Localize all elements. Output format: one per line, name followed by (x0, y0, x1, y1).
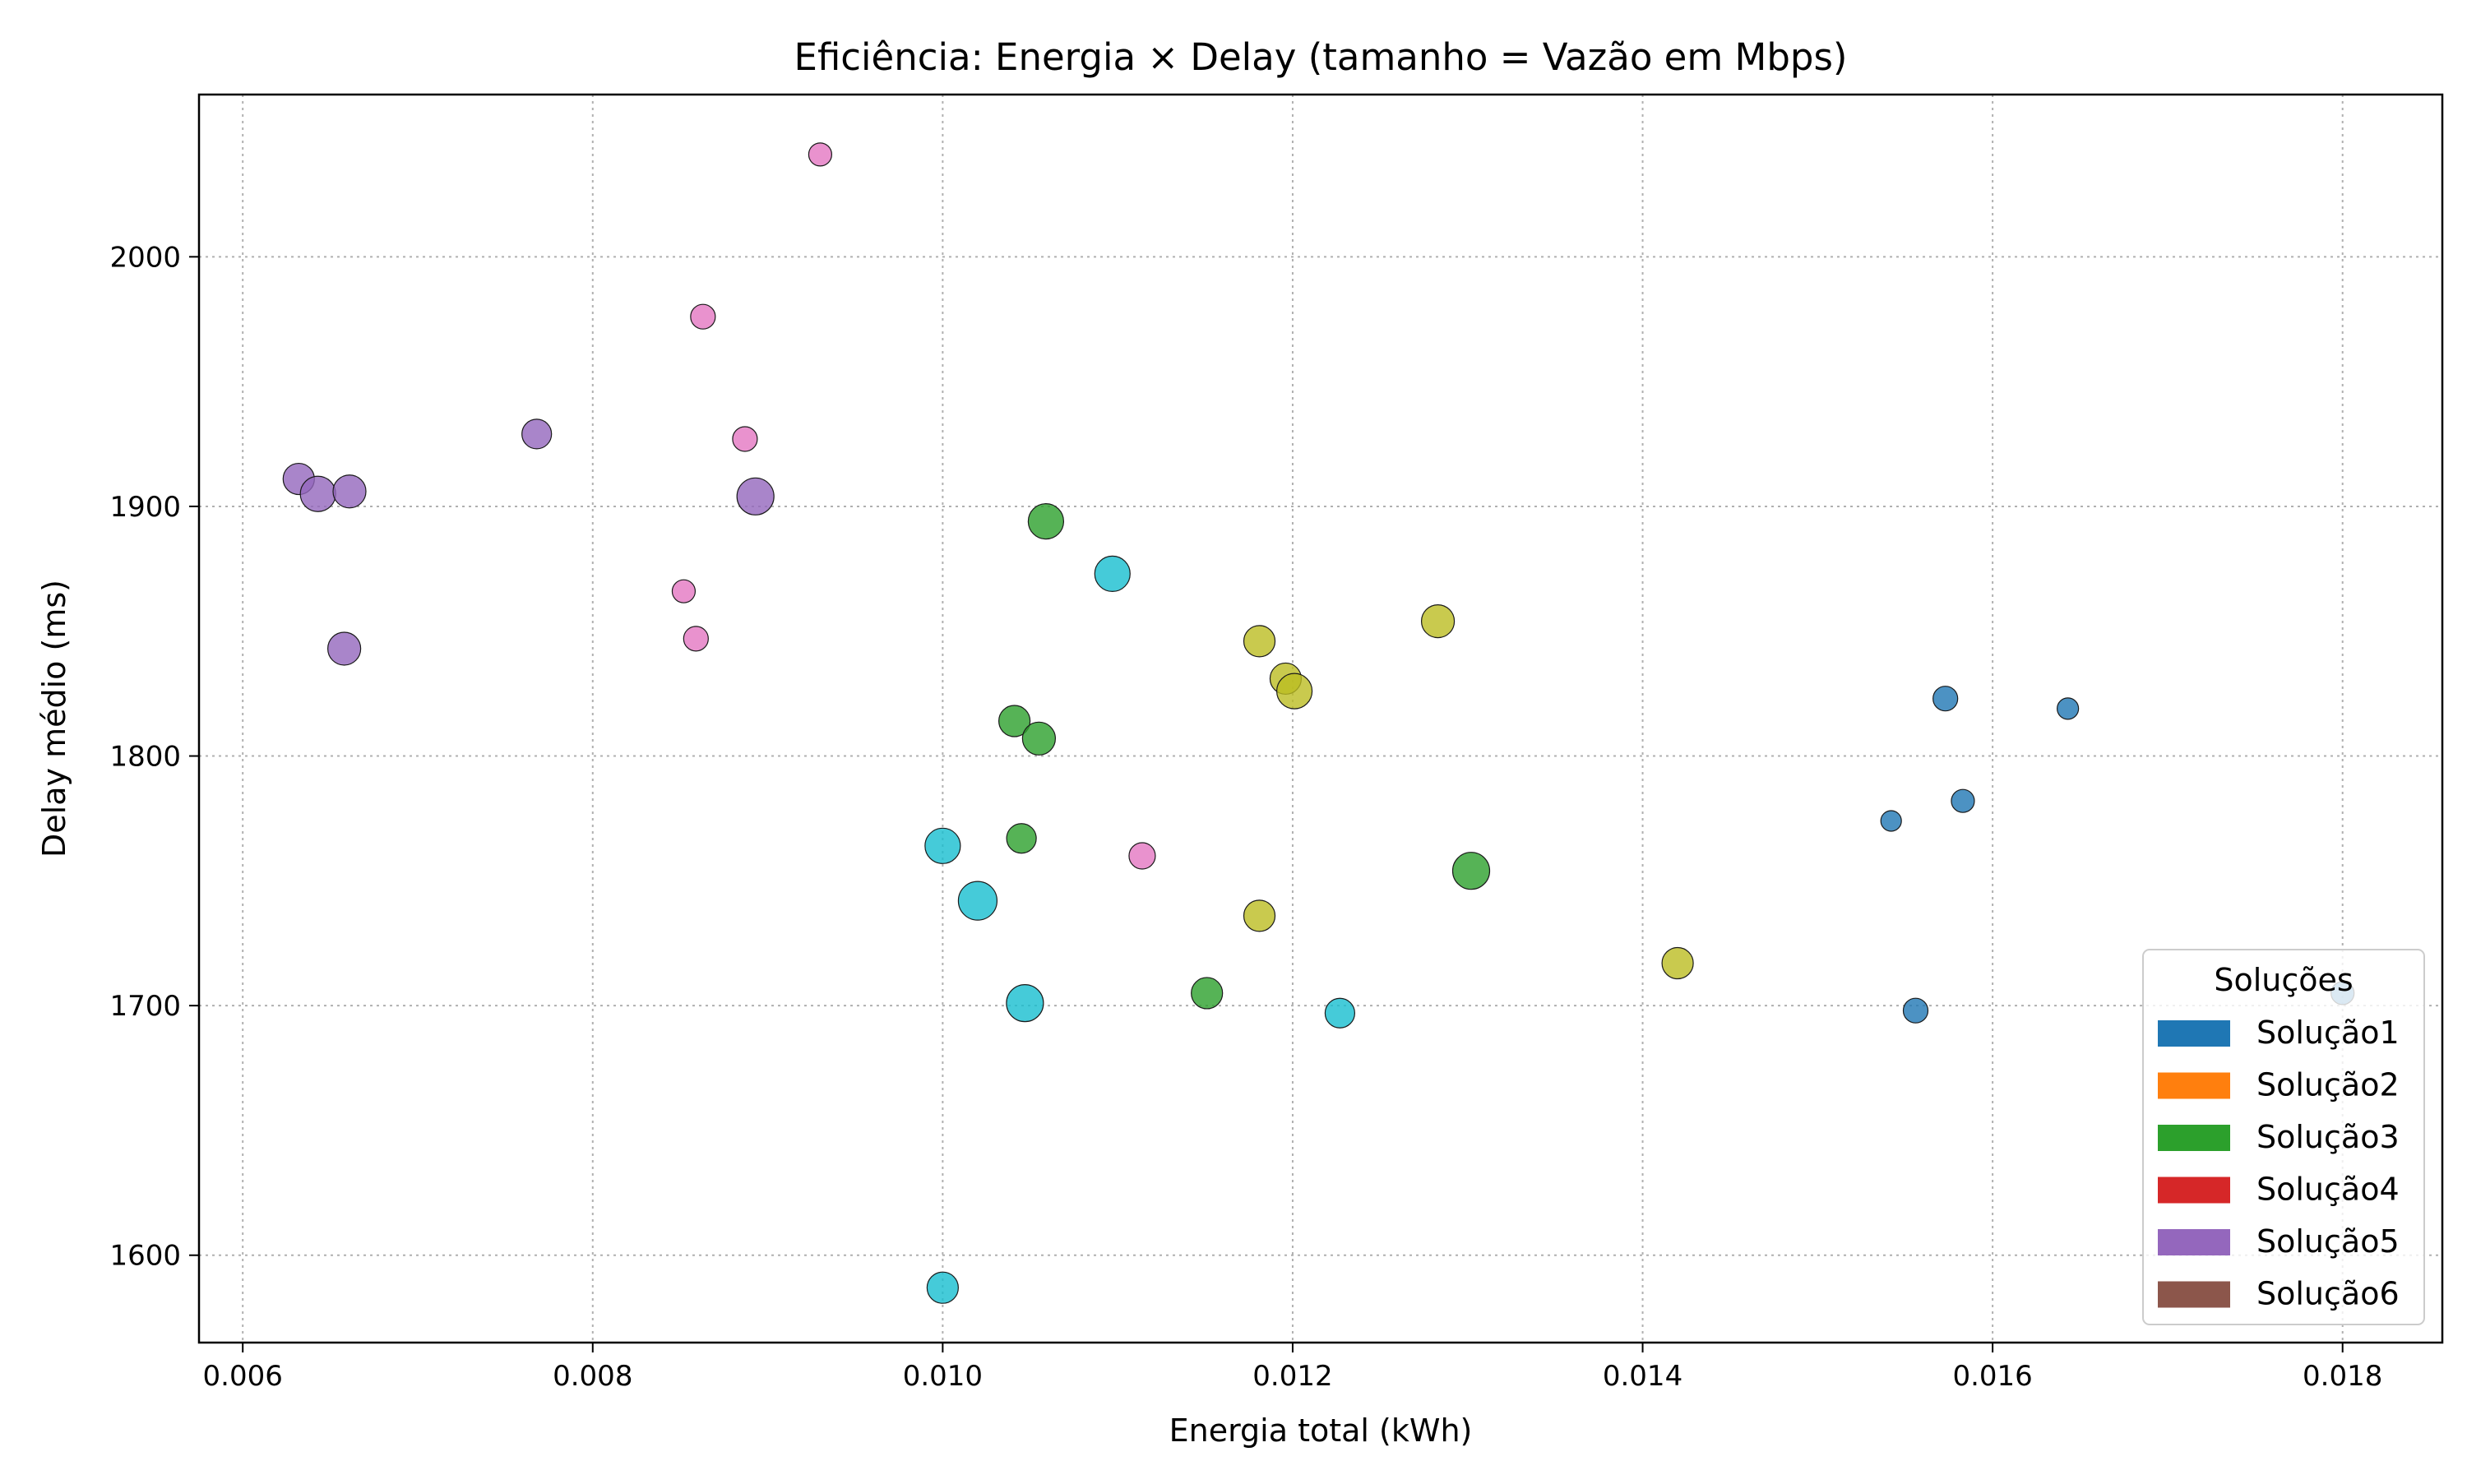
data-point (299, 475, 336, 512)
y-tick-label: 1600 (109, 1240, 181, 1273)
legend-swatch (2158, 1125, 2230, 1151)
legend-entries: Solução1 Solução2 Solução3 Solução4 Solução5… (2158, 1015, 2400, 1312)
data-point (1243, 899, 1276, 932)
data-point (1324, 997, 1356, 1029)
legend-label: Solução4 (2256, 1172, 2400, 1208)
data-point (690, 303, 716, 330)
data-point (1951, 788, 1975, 813)
legend-label: Solução2 (2256, 1067, 2400, 1103)
data-points (282, 142, 2355, 1304)
data-point (1027, 503, 1065, 540)
legend-label: Solução3 (2256, 1119, 2400, 1155)
data-point (1902, 997, 1929, 1024)
legend-swatch (2158, 1229, 2230, 1255)
y-tick-label: 2000 (109, 241, 181, 274)
y-tick-label: 1800 (109, 741, 181, 774)
data-point (327, 631, 362, 666)
legend-swatch (2158, 1177, 2230, 1204)
legend: Soluções Solução1Solução2Solução3Solução… (2142, 949, 2425, 1325)
chart-title: Eficiência: Energia × Delay (tamanho = V… (794, 35, 1848, 79)
data-point (2057, 697, 2080, 720)
data-point (957, 881, 998, 921)
data-point (671, 579, 697, 603)
x-tick-label: 0.018 (2303, 1360, 2382, 1393)
plot-frame (197, 93, 2444, 1344)
data-point (926, 1271, 959, 1304)
data-point (1661, 946, 1694, 980)
data-point (808, 142, 833, 167)
y-tick-label: 1900 (109, 491, 181, 524)
data-point (1275, 673, 1313, 710)
data-point (1006, 984, 1044, 1023)
data-point (1094, 555, 1131, 593)
data-point (998, 705, 1031, 737)
data-point (1243, 625, 1276, 658)
x-axis-title: Energia total (kWh) (1169, 1412, 1473, 1449)
data-point (924, 827, 961, 864)
legend-title: Soluções (2214, 962, 2353, 998)
data-point (732, 426, 758, 452)
data-point (1451, 852, 1491, 890)
legend-label: Solução6 (2256, 1276, 2400, 1312)
data-point (736, 477, 775, 515)
x-axis-ticks: 0.006 0.008 0.010 0.012 0.014 0.016 0.018 (203, 1343, 2382, 1393)
x-tick-label: 0.010 (903, 1360, 983, 1393)
x-tick-label: 0.012 (1252, 1360, 1332, 1393)
x-tick-label: 0.014 (1603, 1360, 1682, 1393)
data-point (1880, 810, 1902, 832)
legend-swatch (2158, 1020, 2230, 1047)
data-point (1932, 686, 1959, 712)
legend-label: Solução5 (2256, 1223, 2400, 1260)
data-point (1191, 977, 1224, 1010)
data-point (1006, 823, 1037, 854)
legend-swatch (2158, 1072, 2230, 1099)
legend-swatch (2158, 1281, 2230, 1308)
legend-label: Solução1 (2256, 1015, 2400, 1051)
data-point (1128, 842, 1156, 870)
y-tick-label: 1700 (109, 990, 181, 1023)
data-point (1420, 603, 1456, 639)
x-tick-label: 0.016 (1952, 1360, 2032, 1393)
y-axis-title: Delay médio (ms) (36, 580, 72, 858)
y-axis-ticks: 1600 1700 1800 1900 2000 (109, 241, 199, 1273)
x-tick-label: 0.008 (553, 1360, 632, 1393)
data-point (1021, 721, 1057, 756)
x-tick-label: 0.006 (203, 1360, 283, 1393)
data-point (332, 474, 367, 509)
data-point (521, 418, 553, 450)
data-point (683, 626, 709, 652)
